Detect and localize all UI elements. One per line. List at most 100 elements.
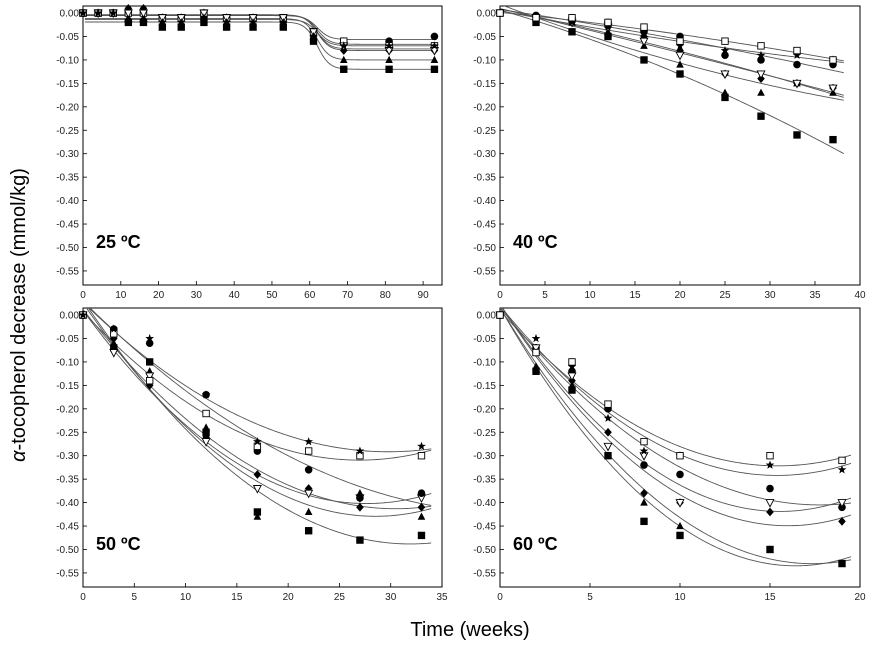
x-tick-label: 20: [674, 290, 686, 301]
data-point: [720, 70, 730, 80]
fit-curve: [503, 6, 844, 101]
data-point: [109, 324, 119, 333]
y-tick-label: -0.55: [473, 568, 496, 579]
data-point: [304, 489, 314, 499]
data-point: [756, 70, 766, 80]
data-point: [304, 507, 313, 516]
data-point: [430, 41, 439, 50]
data-point: [676, 531, 684, 540]
y-tick-label: -0.15: [56, 381, 79, 392]
data-point: [531, 333, 541, 343]
data-point: [721, 88, 729, 96]
data-point: [676, 46, 684, 55]
chart-panel-4: 0.00 -0.05 -0.10 -0.15 -0.20 -0.25 -0.30 -0.35 -…: [473, 307, 866, 603]
data-point: [793, 131, 801, 139]
data-point: [176, 17, 186, 27]
data-point: [757, 112, 765, 120]
y-tick-label: -0.40: [56, 196, 79, 207]
data-point: [417, 502, 426, 512]
data-point: [721, 51, 729, 60]
x-tick-label: 90: [418, 290, 430, 301]
x-tick-label: 80: [380, 290, 392, 301]
data-point: [202, 423, 210, 431]
y-tick-label: -0.50: [473, 545, 496, 556]
panel-label: 60 ºC: [513, 534, 558, 554]
fit-curve: [85, 308, 432, 517]
data-point: [567, 362, 577, 371]
y-tick-label: 0.00: [60, 9, 80, 20]
data-point: [356, 494, 364, 502]
data-point: [676, 60, 684, 68]
data-point: [123, 9, 133, 19]
data-point: [793, 60, 801, 69]
y-tick-label: -0.30: [56, 451, 79, 462]
data-point: [639, 37, 649, 47]
plot-frame: [82, 307, 443, 588]
fit-curve: [500, 308, 852, 506]
data-point: [639, 446, 649, 455]
y-tick-label: -0.05: [473, 32, 496, 43]
data-point: [417, 441, 426, 451]
fit-curve: [84, 18, 435, 47]
x-tick-label: 30: [385, 592, 397, 603]
x-tick-label: 0: [497, 290, 503, 301]
y-tick-label: -0.35: [56, 173, 79, 184]
y-tick-label: -0.20: [56, 102, 79, 113]
x-tick-label: 15: [231, 592, 243, 603]
data-point: [838, 456, 846, 465]
data-point: [829, 56, 837, 64]
x-tick-label: 35: [436, 592, 448, 603]
data-point: [532, 348, 540, 357]
data-point: [640, 56, 648, 64]
fit-curve: [500, 308, 852, 565]
y-tick-label: -0.25: [473, 126, 496, 137]
data-point: [496, 9, 504, 17]
data-point: [766, 484, 774, 493]
y-axis-title-text: -tocopherol decrease (mmol/kg): [8, 168, 30, 450]
y-tick-label: -0.50: [56, 243, 79, 254]
x-tick-label: 70: [342, 290, 354, 301]
data-point: [792, 50, 802, 59]
x-tick-label: 5: [587, 592, 593, 603]
y-tick-label: -0.15: [473, 79, 496, 90]
data-point: [532, 14, 540, 22]
y-tick-label: -0.25: [56, 428, 79, 439]
fit-curve: [87, 308, 432, 545]
x-tick-label: 15: [629, 290, 641, 301]
data-point: [604, 18, 612, 27]
data-point: [676, 470, 684, 479]
x-tick-label: 20: [854, 592, 866, 603]
data-point: [145, 339, 154, 347]
data-point: [640, 32, 648, 41]
data-point: [339, 55, 348, 63]
data-point: [139, 17, 148, 27]
data-point: [756, 50, 766, 59]
data-point: [603, 22, 613, 31]
y-tick-label: 0.00: [477, 9, 497, 20]
data-point: [837, 465, 847, 474]
data-point: [78, 8, 88, 17]
chart-panel-3: 0.00 -0.05 -0.10 -0.15 -0.20 -0.25 -0.30 -0.35 -…: [56, 307, 448, 603]
x-tick-label: 25: [719, 290, 731, 301]
fit-curve: [500, 8, 844, 98]
y-tick-label: -0.25: [56, 126, 79, 137]
data-point: [430, 55, 439, 63]
data-point: [417, 531, 426, 540]
data-point: [253, 437, 262, 446]
data-points: [495, 310, 847, 568]
data-point: [278, 17, 288, 27]
y-tick-label: -0.15: [56, 79, 79, 90]
data-point: [93, 8, 103, 17]
fit-curve: [500, 8, 844, 96]
panel-label: 25 ºC: [96, 232, 141, 252]
data-point: [838, 516, 846, 526]
x-tick-label: 25: [334, 592, 346, 603]
y-tick-label: -0.45: [56, 522, 79, 533]
fit-curves: [500, 308, 852, 567]
y-tick-label: -0.05: [56, 32, 79, 43]
fit-curve: [501, 308, 852, 527]
y-tick-label: -0.55: [56, 266, 79, 277]
y-axis-title-symbol: α: [8, 450, 30, 462]
data-point: [138, 9, 149, 19]
chart-panel-2: 0.00 -0.05 -0.10 -0.15 -0.20 -0.25 -0.30 -0.35 -…: [473, 5, 866, 301]
